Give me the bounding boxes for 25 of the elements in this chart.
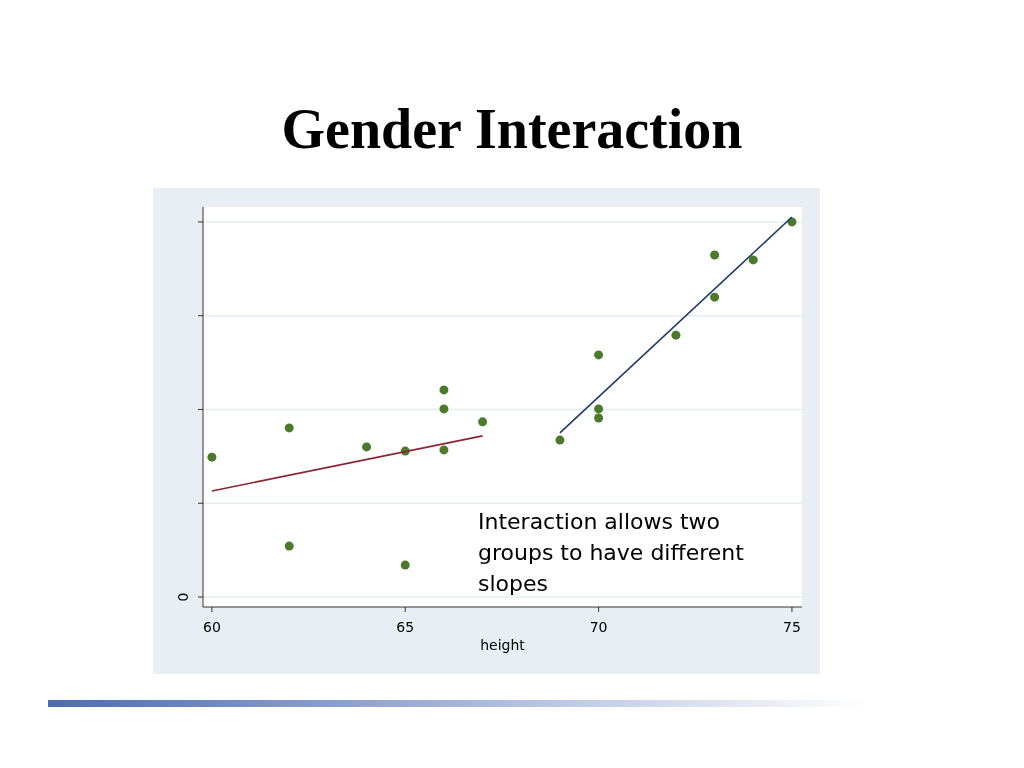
point (284, 423, 294, 433)
point (284, 541, 294, 551)
point (710, 250, 720, 260)
x-tick-label: 75 (783, 619, 801, 635)
point (594, 350, 604, 360)
x-tick-label: 65 (396, 619, 415, 635)
point (439, 385, 449, 395)
x-tick-label: 70 (589, 619, 608, 635)
point (439, 445, 449, 455)
point (594, 413, 604, 423)
chart-title: Gender Interaction (281, 98, 743, 160)
point (207, 452, 217, 462)
point (671, 330, 681, 340)
point (400, 560, 410, 570)
x-axis-title: height (480, 637, 526, 653)
point (710, 292, 720, 302)
point (362, 442, 372, 452)
x-tick-label: 60 (202, 619, 221, 635)
point (594, 404, 604, 414)
text: 0 (175, 592, 191, 602)
point (555, 435, 565, 445)
point (439, 404, 449, 414)
point (748, 255, 758, 265)
point (478, 417, 488, 427)
annotation: Interaction allows two groups to have different slopes (478, 508, 745, 598)
